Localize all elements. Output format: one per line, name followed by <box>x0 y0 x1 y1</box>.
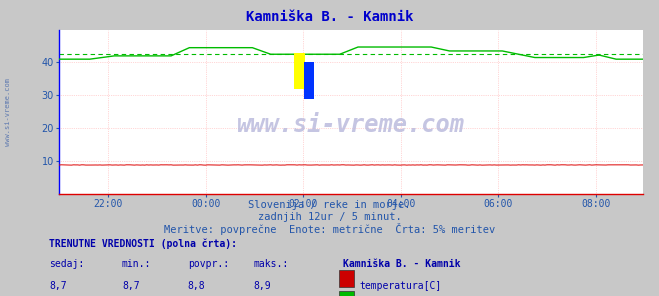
Text: temperatura[C]: temperatura[C] <box>359 281 442 291</box>
Text: maks.:: maks.: <box>254 259 289 269</box>
Text: 8,8: 8,8 <box>188 281 206 291</box>
Text: TRENUTNE VREDNOSTI (polna črta):: TRENUTNE VREDNOSTI (polna črta): <box>49 238 237 249</box>
Text: Slovenija / reke in morje.: Slovenija / reke in morje. <box>248 200 411 210</box>
Text: Kamniška B. - Kamnik: Kamniška B. - Kamnik <box>343 259 460 269</box>
Text: povpr.:: povpr.: <box>188 259 229 269</box>
Bar <box>304 62 314 99</box>
Bar <box>295 53 305 89</box>
Text: Kamniška B. - Kamnik: Kamniška B. - Kamnik <box>246 10 413 24</box>
Text: min.:: min.: <box>122 259 152 269</box>
Text: www.si-vreme.com: www.si-vreme.com <box>237 113 465 137</box>
Text: zadnjih 12ur / 5 minut.: zadnjih 12ur / 5 minut. <box>258 212 401 222</box>
Text: sedaj:: sedaj: <box>49 259 84 269</box>
Text: Meritve: povprečne  Enote: metrične  Črta: 5% meritev: Meritve: povprečne Enote: metrične Črta:… <box>164 223 495 236</box>
Text: 8,7: 8,7 <box>49 281 67 291</box>
Text: 8,9: 8,9 <box>254 281 272 291</box>
Text: 8,7: 8,7 <box>122 281 140 291</box>
Text: www.si-vreme.com: www.si-vreme.com <box>5 78 11 147</box>
